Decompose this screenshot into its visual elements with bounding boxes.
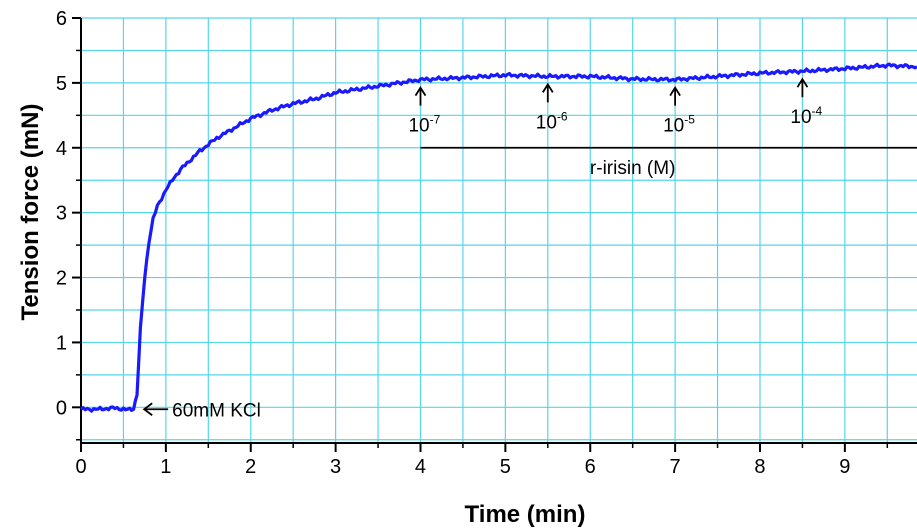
x-axis-title: Time (min) [465, 501, 586, 528]
x-tick-label: 2 [245, 456, 256, 478]
y-tick-label: 5 [56, 73, 67, 95]
x-tick-label: 6 [585, 456, 596, 478]
y-tick-label: 4 [56, 138, 67, 160]
kcl-arrow-head [142, 402, 153, 416]
dose-label: 10-6 [536, 109, 568, 133]
x-tick-label: 9 [839, 456, 850, 478]
x-tick-label: 1 [160, 456, 171, 478]
x-tick-label: 7 [670, 456, 681, 478]
dose-arrow-head [414, 85, 427, 97]
series-line [80, 62, 917, 413]
y-axis-title: Tension force (mN) [17, 104, 44, 321]
x-tick-label: 5 [500, 456, 511, 478]
dose-label: 10-4 [790, 104, 822, 128]
y-tick-label: 6 [56, 8, 67, 30]
annotations: 60mM KCl 10-7 10-6 10-5 10-4 r-irisin (M) [142, 77, 917, 421]
y-tick-label: 0 [56, 397, 67, 419]
dose-arrow-head [542, 82, 554, 93]
kcl-label: 60mM KCl [172, 400, 261, 421]
x-tick-label: 0 [75, 456, 86, 478]
grid-lines [81, 17, 917, 443]
y-tick-label: 3 [56, 203, 67, 225]
x-tick-label: 4 [415, 456, 426, 478]
drug-bar-label: r-irisin (M) [590, 158, 675, 179]
x-tick-label: 8 [754, 456, 765, 478]
ticks: 0 1 2 3 4 5 6 7 8 9 0 1 2 3 4 5 6 [56, 8, 889, 478]
y-tick-label: 1 [56, 332, 67, 354]
y-tick-label: 2 [56, 268, 67, 290]
dose-label: 10-5 [663, 113, 695, 137]
plot-area [80, 62, 917, 413]
axes [80, 18, 917, 444]
dose-arrow-head [796, 77, 809, 88]
dose-label: 10-7 [408, 113, 440, 137]
x-tick-label: 3 [330, 456, 341, 478]
dose-arrow-head [669, 85, 681, 97]
